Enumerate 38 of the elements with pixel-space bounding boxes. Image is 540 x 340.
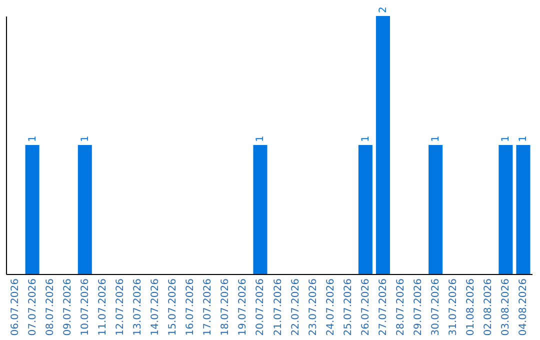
x-tick-label: 17.07.2026 [202,278,214,336]
x-tick-label: 08.07.2026 [44,278,56,336]
data-label: 1 [255,136,266,142]
x-tick-label: 10.07.2026 [80,278,91,336]
x-tick-label: 19.07.2026 [238,278,249,336]
x-tick-label: 03.08.2026 [500,278,512,336]
x-tick-label: 25.07.2026 [342,278,354,336]
x-tick-label: 28.07.2026 [396,278,406,336]
data-label: 1 [27,136,38,142]
x-tick-label: 21.07.2026 [272,278,284,336]
x-tick-label: 07.07.2026 [27,278,38,336]
x-tick-label: 22.07.2026 [290,278,302,336]
data-label: 2 [378,6,389,13]
x-tick-label: 24.07.2026 [325,278,336,336]
x-tick-label: 20.07.2026 [255,278,266,336]
data-label: 1 [518,136,530,142]
x-tick-label: 04.08.2026 [518,278,530,336]
x-tick-label: 16.07.2026 [185,278,196,336]
x-tick-label: 11.07.2026 [97,278,108,336]
data-label: 1 [430,136,442,142]
x-tick-label: 02.08.2026 [483,278,494,336]
x-tick-label: 09.07.2026 [62,278,74,336]
x-tick-label: 13.07.2026 [132,278,144,336]
data-label: 1 [500,136,512,142]
x-tick-label: 06.07.2026 [10,278,21,336]
x-tick-label: 14.07.2026 [150,278,162,336]
x-tick-label: 18.07.2026 [220,278,232,336]
x-tick-label: 15.07.2026 [168,278,179,336]
data-label: 1 [80,136,91,142]
x-tick-label: 30.07.2026 [430,278,442,336]
x-tick-label: 12.07.2026 [114,278,126,336]
x-tick-label: 01.08.2026 [466,278,477,336]
x-tick-label: 27.07.2026 [378,278,389,336]
x-tick-label: 26.07.2026 [360,278,372,336]
data-label: 1 [360,136,372,142]
x-tick-label: 31.07.2026 [448,278,460,336]
x-tick-label: 29.07.2026 [413,278,424,336]
x-tick-label: 23.07.2026 [308,278,319,336]
